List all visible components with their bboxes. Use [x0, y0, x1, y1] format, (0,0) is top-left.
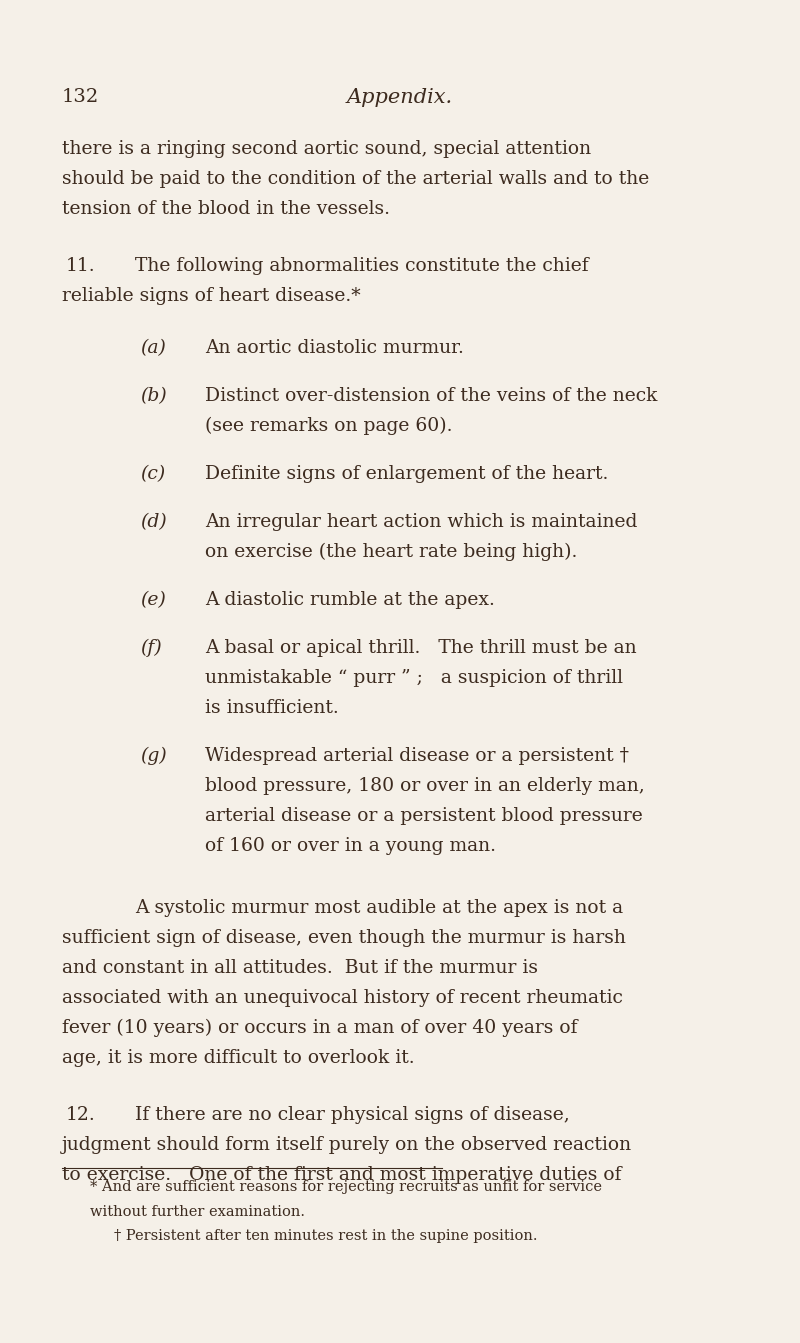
Text: (see remarks on page 60).: (see remarks on page 60).: [205, 416, 453, 435]
Text: reliable signs of heart disease.*: reliable signs of heart disease.*: [62, 287, 361, 305]
Text: unmistakable “ purr ” ;   a suspicion of thrill: unmistakable “ purr ” ; a suspicion of t…: [205, 669, 623, 686]
Text: * And are sufficient reasons for rejecting recruits as unfit for service: * And are sufficient reasons for rejecti…: [90, 1180, 602, 1194]
Text: Definite signs of enlargement of the heart.: Definite signs of enlargement of the hea…: [205, 465, 608, 482]
Text: A basal or apical thrill.   The thrill must be an: A basal or apical thrill. The thrill mus…: [205, 639, 637, 657]
Text: Widespread arterial disease or a persistent †: Widespread arterial disease or a persist…: [205, 747, 629, 764]
Text: age, it is more difficult to overlook it.: age, it is more difficult to overlook it…: [62, 1049, 414, 1066]
Text: there is a ringing second aortic sound, special attention: there is a ringing second aortic sound, …: [62, 140, 591, 158]
Text: is insufficient.: is insufficient.: [205, 698, 338, 717]
Text: (e): (e): [140, 591, 166, 608]
Text: fever (10 years) or occurs in a man of over 40 years of: fever (10 years) or occurs in a man of o…: [62, 1019, 578, 1037]
Text: Distinct over-distension of the veins of the neck: Distinct over-distension of the veins of…: [205, 387, 658, 404]
Text: (f): (f): [140, 639, 162, 657]
Text: associated with an unequivocal history of recent rheumatic: associated with an unequivocal history o…: [62, 988, 623, 1007]
Text: Appendix.: Appendix.: [347, 89, 453, 107]
Text: (g): (g): [140, 747, 166, 766]
Text: without further examination.: without further examination.: [90, 1205, 305, 1218]
Text: (b): (b): [140, 387, 166, 404]
Text: on exercise (the heart rate being high).: on exercise (the heart rate being high).: [205, 543, 578, 561]
Text: and constant in all attitudes.  But if the murmur is: and constant in all attitudes. But if th…: [62, 959, 538, 976]
Text: to exercise.   One of the first and most imperative duties of: to exercise. One of the first and most i…: [62, 1166, 622, 1185]
Text: The following abnormalities constitute the chief: The following abnormalities constitute t…: [135, 257, 589, 275]
Text: sufficient sign of disease, even though the murmur is harsh: sufficient sign of disease, even though …: [62, 929, 626, 947]
Text: 12.: 12.: [66, 1107, 96, 1124]
Text: blood pressure, 180 or over in an elderly man,: blood pressure, 180 or over in an elderl…: [205, 776, 645, 795]
Text: (a): (a): [140, 338, 166, 357]
Text: judgment should form itself purely on the observed reaction: judgment should form itself purely on th…: [62, 1136, 632, 1154]
Text: † Persistent after ten minutes rest in the supine position.: † Persistent after ten minutes rest in t…: [114, 1229, 538, 1244]
Text: 132: 132: [62, 89, 99, 106]
Text: An irregular heart action which is maintained: An irregular heart action which is maint…: [205, 513, 638, 530]
Text: tension of the blood in the vessels.: tension of the blood in the vessels.: [62, 200, 390, 218]
Text: (c): (c): [140, 465, 166, 482]
Text: of 160 or over in a young man.: of 160 or over in a young man.: [205, 837, 496, 854]
Text: arterial disease or a persistent blood pressure: arterial disease or a persistent blood p…: [205, 807, 642, 825]
Text: If there are no clear physical signs of disease,: If there are no clear physical signs of …: [135, 1107, 570, 1124]
Text: 11.: 11.: [66, 257, 96, 275]
Text: An aortic diastolic murmur.: An aortic diastolic murmur.: [205, 338, 464, 357]
Text: A diastolic rumble at the apex.: A diastolic rumble at the apex.: [205, 591, 495, 608]
Text: A systolic murmur most audible at the apex is not a: A systolic murmur most audible at the ap…: [135, 898, 623, 917]
Text: (d): (d): [140, 513, 166, 530]
Text: should be paid to the condition of the arterial walls and to the: should be paid to the condition of the a…: [62, 171, 650, 188]
